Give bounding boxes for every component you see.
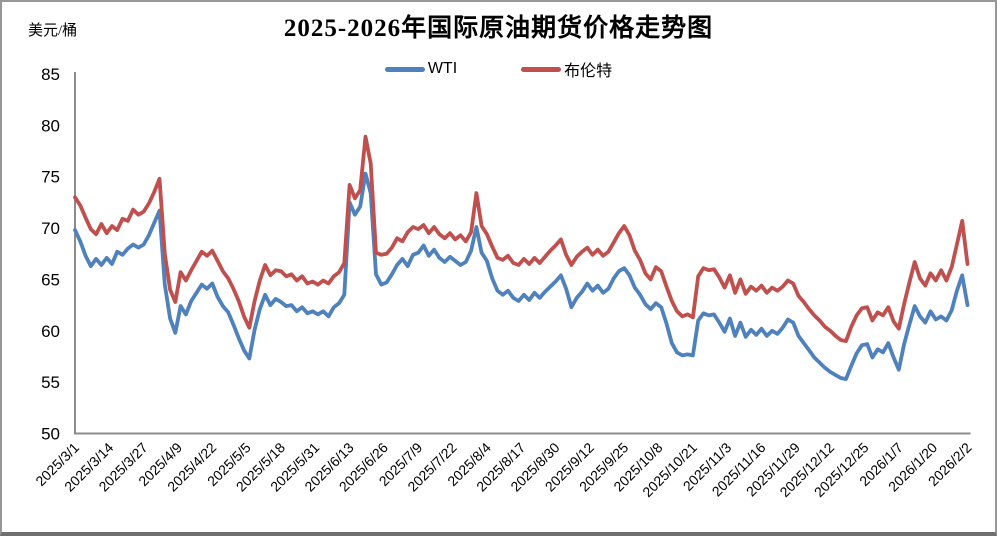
y-tick-label: 60 [41,322,60,341]
y-tick-label: 70 [41,219,60,238]
legend-item-brent: 布伦特 [521,57,612,81]
y-tick-label: 50 [41,425,60,444]
y-tick-label: 80 [41,116,60,135]
wti-price-line [73,171,970,382]
chart-title: 2025-2026年国际原油期货价格走势图 [283,15,714,42]
y-tick-label: 55 [41,373,60,392]
y-axis-unit-label: 美元/桶 [28,23,78,39]
legend-item-wti: WTI [384,60,458,78]
brent-price-line [73,134,970,344]
y-tick-label: 85 [41,65,60,84]
legend-label-brent: 布伦特 [564,63,613,80]
wti-line-swatch-icon [384,66,425,72]
chart-legend: WTI 布伦特 [2,57,995,81]
legend-label-wti: WTI [427,60,458,77]
brent-line-swatch-icon [521,66,562,72]
axis-lines [74,72,971,435]
y-tick-label: 65 [41,270,60,289]
y-tick-label: 75 [41,168,60,187]
